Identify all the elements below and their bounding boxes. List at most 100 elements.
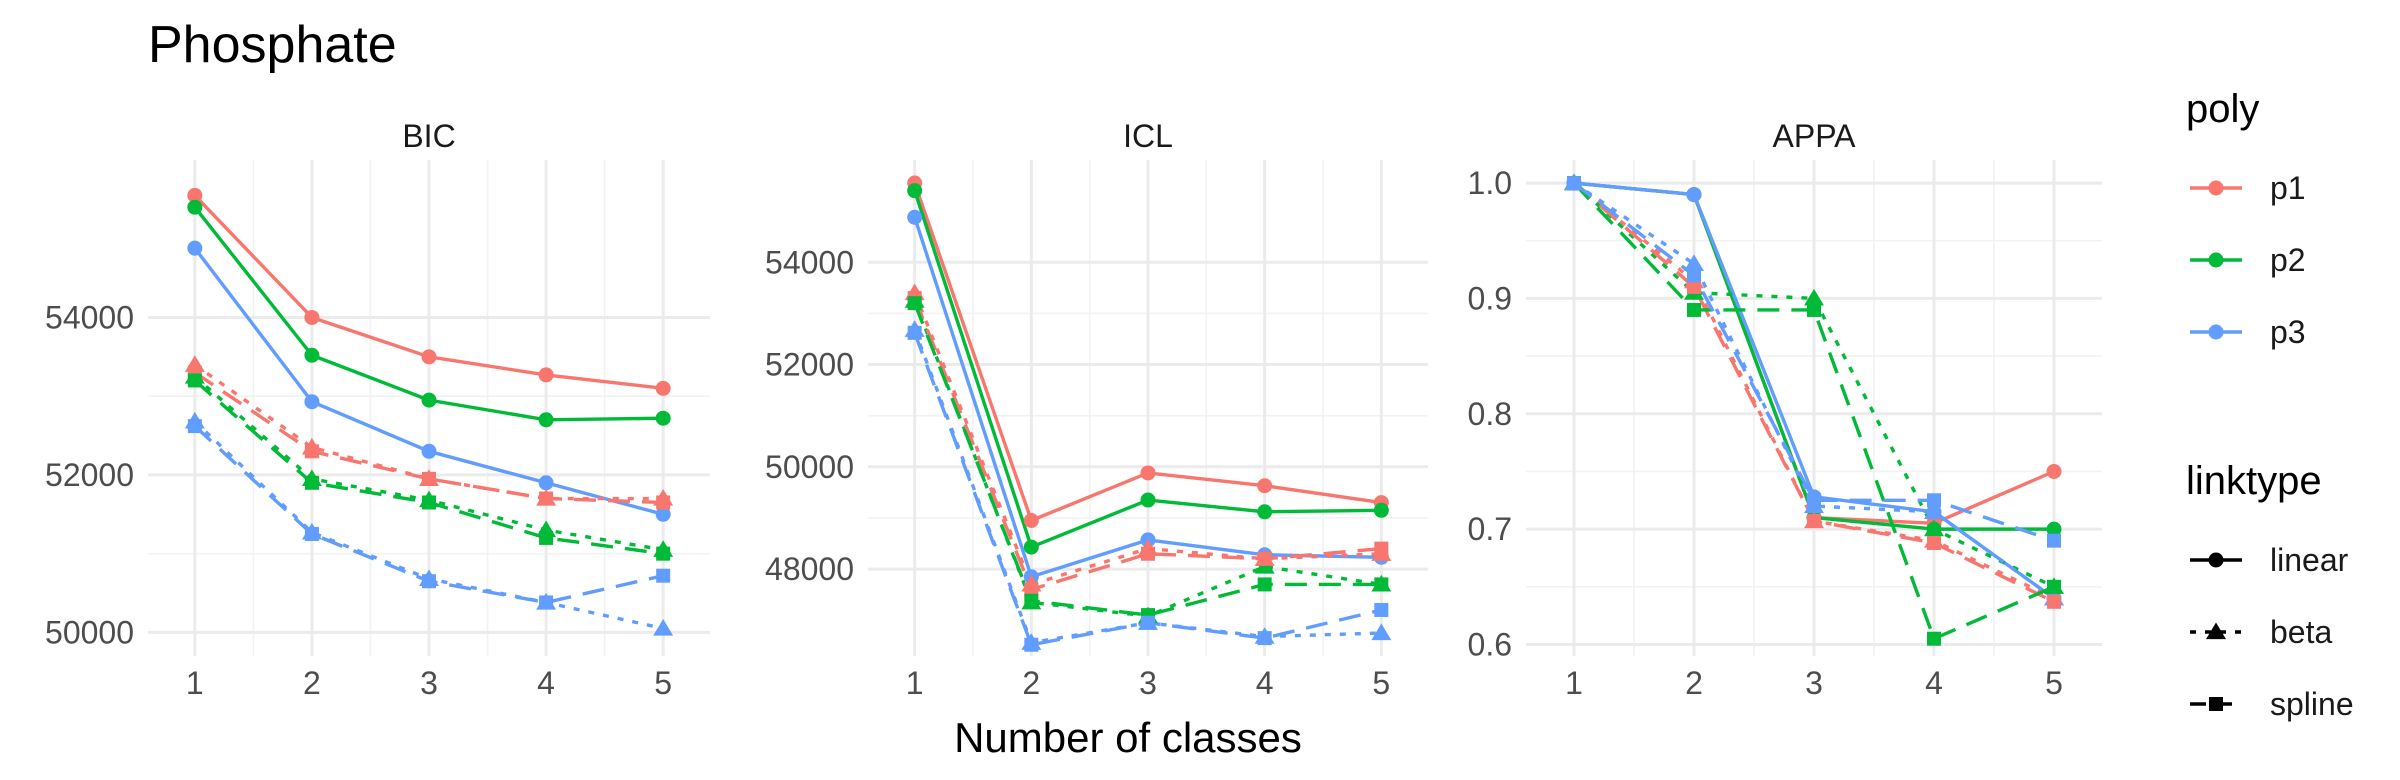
data-point-p3-beta [1924, 502, 1944, 519]
legend-key-point-spline [2209, 697, 2223, 711]
data-point-p3-spline [1927, 493, 1941, 508]
data-point-p3-beta [1371, 623, 1392, 641]
data-point-p1-spline [1807, 514, 1821, 529]
legend-key-point-p3 [2208, 324, 2224, 340]
data-point-p3-linear [655, 506, 671, 522]
legend-key-point-linear [2208, 552, 2224, 568]
y-tick-label: 0.8 [1468, 396, 1512, 432]
legend-title-linktype: linktype [2186, 459, 2322, 503]
x-tick-label: 3 [420, 665, 438, 701]
data-point-p2-spline [187, 373, 202, 388]
data-point-p1-spline [1374, 541, 1389, 556]
data-point-p2-linear [1257, 504, 1273, 520]
data-point-p2-linear [1373, 502, 1389, 518]
legend-label-spline: spline [2270, 686, 2354, 722]
data-point-p3-beta [653, 618, 674, 636]
x-tick-label: 5 [1372, 665, 1390, 701]
data-point-p2-linear [187, 199, 203, 215]
data-point-p2-beta [1924, 519, 1944, 537]
data-point-p2-spline [1927, 631, 1941, 646]
data-point-p2-spline [907, 296, 922, 311]
data-point-p2-spline [1024, 593, 1039, 608]
data-point-p2-linear [907, 183, 923, 199]
y-tick-label: 48000 [765, 551, 854, 587]
data-point-p1-linear [421, 349, 437, 365]
data-point-p3-linear [421, 443, 437, 459]
x-axis-title: Number of classes [954, 714, 1302, 761]
panel-appa: APPA 0.6 0.7 0.8 0.9 1.0 1 2 3 4 5 [1468, 118, 2102, 701]
x-tick-label: 3 [1139, 665, 1157, 701]
data-point-p2-spline [1807, 302, 1821, 317]
data-point-p1-spline [1257, 551, 1272, 566]
data-point-p3-spline [422, 574, 436, 589]
data-point-p2-spline [1687, 302, 1701, 317]
x-tick-label: 5 [2045, 665, 2063, 701]
x-tick-label: 1 [906, 665, 924, 701]
data-point-p1-linear [1140, 465, 1156, 481]
y-tick-label: 0.6 [1468, 626, 1512, 662]
data-point-p1-linear [2046, 463, 2062, 479]
x-tick-label: 4 [1925, 665, 1943, 701]
legend-label-beta: beta [2270, 614, 2332, 650]
data-point-p1-spline [2047, 594, 2061, 609]
data-point-p2-linear [538, 412, 554, 428]
y-tick-label: 52000 [765, 347, 854, 383]
legend-label-p1: p1 [2270, 170, 2306, 206]
data-point-p1-spline [1927, 535, 1941, 550]
data-point-p3-linear [1686, 187, 1702, 203]
chart-title: Phosphate [148, 16, 397, 74]
legend: poly p1 p2 p3 linktype linear beta spline [2186, 87, 2354, 722]
data-point-p3-spline [2047, 533, 2061, 548]
data-point-p2-linear [1140, 492, 1156, 508]
data-point-p3-spline [1807, 493, 1821, 508]
y-tick-label: 0.9 [1468, 280, 1512, 316]
data-point-p3-linear [304, 394, 320, 410]
x-tick-label: 2 [1022, 665, 1040, 701]
data-point-p1-spline [1687, 279, 1701, 294]
data-point-p1-spline [539, 491, 554, 506]
data-point-p2-spline [1374, 577, 1389, 592]
data-point-p3-beta [1684, 254, 1704, 271]
x-tick-label: 4 [1256, 665, 1274, 701]
panel-label-appa: APPA [1773, 118, 1857, 154]
data-point-p3-spline [907, 325, 922, 340]
legend-label-p3: p3 [2270, 314, 2306, 350]
y-tick-label: 54000 [45, 299, 134, 335]
panel-icl: ICL 48000 50000 52000 54000 1 2 3 4 5 [765, 118, 1428, 701]
data-point-p3-linear [907, 209, 923, 225]
data-point-p2-spline [2047, 579, 2061, 594]
legend-label-p2: p2 [2270, 242, 2306, 278]
y-tick-label: 54000 [765, 244, 854, 280]
series-line-p2-spline [1572, 181, 2055, 641]
legend-key-point-p1 [2208, 180, 2224, 196]
data-point-p1-spline [656, 495, 671, 510]
data-point-p3-spline [1567, 176, 1581, 191]
panel-label-bic: BIC [402, 118, 455, 154]
data-point-p1-linear [538, 367, 554, 383]
series-line-p1-spline [913, 297, 1382, 592]
data-point-p3-linear [187, 240, 203, 256]
data-point-p2-linear [1023, 539, 1039, 555]
y-tick-label: 52000 [45, 457, 134, 493]
data-point-p2-spline [539, 530, 554, 545]
y-tick-label: 50000 [765, 449, 854, 485]
data-point-p2-spline [1257, 577, 1272, 592]
data-point-p1-spline [422, 471, 436, 486]
data-point-p2-linear [421, 392, 437, 408]
series-line-p2-spline [913, 302, 1382, 617]
y-tick-label: 1.0 [1468, 165, 1512, 201]
data-point-p1-linear [1257, 478, 1273, 494]
series-line-p2-beta [1572, 181, 2055, 589]
y-tick-label: 0.7 [1468, 511, 1512, 547]
x-tick-label: 1 [1565, 665, 1583, 701]
legend-key-point-p2 [2208, 252, 2224, 268]
data-point-p1-linear [304, 309, 320, 325]
data-point-p3-spline [1141, 615, 1155, 630]
data-point-p1-spline [1141, 546, 1155, 561]
panel-label-icl: ICL [1123, 118, 1173, 154]
data-point-p1-spline [304, 444, 319, 459]
data-point-p2-beta [1804, 288, 1824, 306]
legend-label-linear: linear [2270, 542, 2349, 578]
data-point-p3-spline [1374, 602, 1389, 617]
data-point-p2-linear [655, 410, 671, 426]
